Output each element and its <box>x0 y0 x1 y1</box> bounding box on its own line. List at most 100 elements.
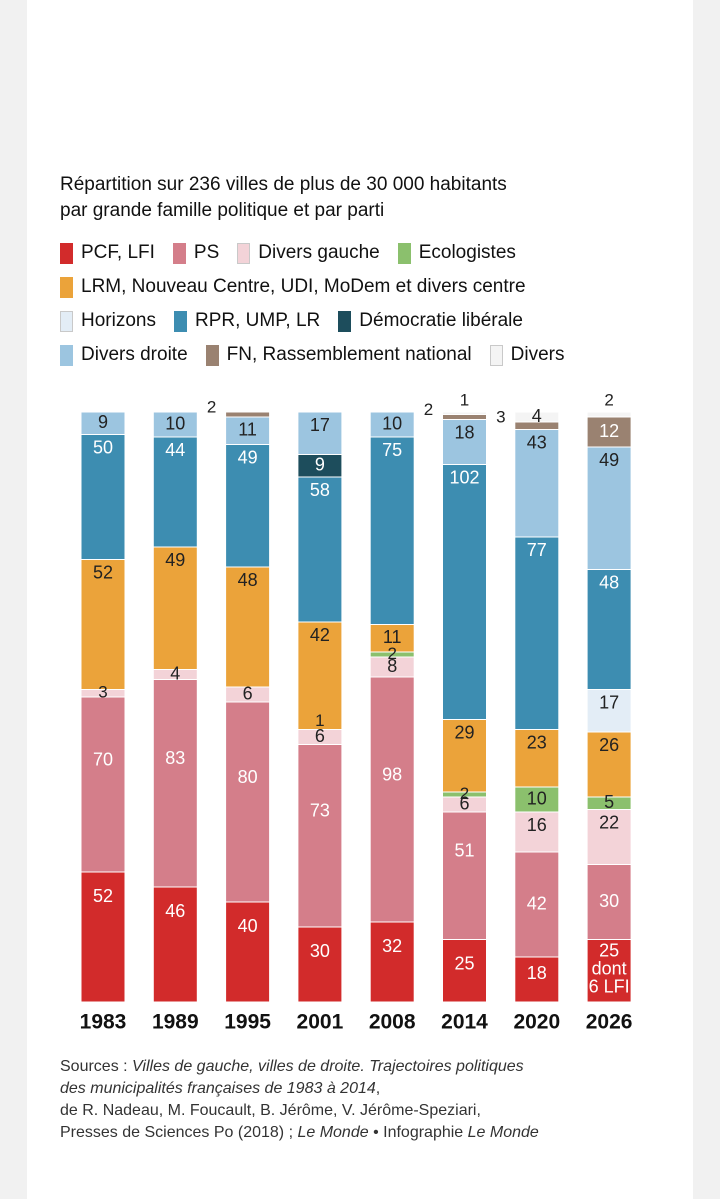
data-label: 32 <box>382 936 402 956</box>
bar-segment <box>80 434 126 560</box>
legend-item: Ecologistes <box>397 242 516 264</box>
legend-label: Horizons <box>81 310 156 331</box>
bar-segment <box>225 444 271 568</box>
data-label: 17 <box>310 415 330 435</box>
data-label: 11 <box>383 627 402 647</box>
data-label: 52 <box>93 562 113 582</box>
data-label: 44 <box>165 440 185 460</box>
legend-swatch <box>60 242 73 264</box>
bar-segment <box>297 744 343 928</box>
legend-swatch <box>205 344 219 366</box>
legend-label: Divers <box>510 344 565 365</box>
data-label: 22 <box>599 812 619 832</box>
bar-segment <box>297 926 343 1003</box>
data-label: 17 <box>599 692 619 712</box>
x-tick-label: 1989 <box>152 1011 199 1034</box>
data-label: 48 <box>599 572 619 592</box>
legend-item: Démocratie libérale <box>338 310 523 332</box>
data-label: 42 <box>527 893 547 913</box>
bar-segment <box>297 411 343 455</box>
data-label: 29 <box>454 722 474 742</box>
data-label: dont <box>592 958 627 978</box>
bar-segment <box>586 864 632 940</box>
data-label: 2 <box>387 644 396 663</box>
bar-segment <box>514 811 560 853</box>
sources-infographie: Infographie <box>383 1124 468 1141</box>
data-label: 43 <box>527 432 547 452</box>
data-label: 23 <box>527 732 547 752</box>
sources-line-1: Sources : Villes de gauche, villes de dr… <box>60 1056 670 1078</box>
data-label: 10 <box>527 788 547 808</box>
data-label: 9 <box>315 455 325 475</box>
legend-item: Divers <box>489 344 565 366</box>
bar-segment <box>152 679 198 888</box>
data-label: 3 <box>98 683 107 702</box>
infographic-card <box>27 0 693 1199</box>
data-label: 11 <box>238 420 257 440</box>
sources-book-title-1: Villes de gauche, villes de droite. Traj… <box>132 1058 524 1075</box>
data-label: 102 <box>449 467 479 487</box>
bar-segment <box>152 436 198 548</box>
chart-legend: PCF, LFI PS Divers gauche Ecologistes LRM, N… <box>60 236 680 372</box>
legend-swatch <box>397 242 411 264</box>
bar-segment <box>442 719 487 793</box>
bar-segment <box>514 536 560 730</box>
sources-prefix: Sources : <box>60 1058 133 1075</box>
bar-segment <box>152 886 198 1003</box>
x-tick-label: 2001 <box>297 1011 344 1034</box>
legend-row: LRM, Nouveau Centre, UDI, MoDem et diver… <box>60 270 680 304</box>
bar-segment <box>442 411 487 415</box>
data-label: 58 <box>310 480 330 500</box>
bar-segment <box>369 921 415 1003</box>
data-label: 16 <box>527 815 547 835</box>
legend-label: PCF, LFI <box>81 242 155 263</box>
bar-segment <box>514 411 560 423</box>
data-label: 98 <box>382 764 402 784</box>
sources-comma: , <box>375 1080 381 1097</box>
data-label: 75 <box>382 440 402 460</box>
data-label: 12 <box>599 421 619 441</box>
legend-row: Divers droite FN, Rassemblement national D… <box>60 338 680 372</box>
bar-segment <box>80 411 126 435</box>
legend-swatch <box>60 310 73 332</box>
data-label: 30 <box>310 941 330 961</box>
bar-segment <box>225 411 271 418</box>
legend-swatch <box>237 242 251 264</box>
chart-title: Répartition sur 236 villes de plus de 30… <box>60 172 660 224</box>
data-label: 6 <box>243 683 253 703</box>
sources-book-title-2: des municipalités françaises de 1983 à 2… <box>60 1080 376 1097</box>
bar-segment <box>80 559 126 690</box>
data-label: 10 <box>382 413 402 433</box>
legend-label: Ecologistes <box>418 242 516 263</box>
chart-title-line-2: par grande famille politique et par part… <box>60 200 385 221</box>
legend-item: Horizons <box>60 310 156 332</box>
data-label: 1 <box>315 711 324 730</box>
chart-title-line-1: Répartition sur 236 villes de plus de 30… <box>60 174 507 195</box>
data-label: 18 <box>454 422 474 442</box>
data-label: 2 <box>460 784 469 803</box>
legend-item: PS <box>172 242 219 264</box>
data-label: 77 <box>527 540 547 560</box>
data-label: 46 <box>165 901 185 921</box>
bar-segment <box>514 729 560 788</box>
legend-label: Démocratie libérale <box>359 310 523 331</box>
legend-swatch <box>60 276 73 298</box>
bar-segment <box>514 956 560 1003</box>
bar-segment <box>369 411 415 438</box>
data-label: 83 <box>165 748 185 768</box>
bar-segment <box>586 689 632 733</box>
bar-segment <box>80 696 126 873</box>
x-tick-label: 2008 <box>369 1011 416 1034</box>
sources-line-4: Presses de Sciences Po (2018) ; Le Monde… <box>60 1122 670 1144</box>
x-tick-label: 2020 <box>513 1011 560 1034</box>
data-label: 6 LFI <box>589 976 630 996</box>
data-label: 70 <box>93 749 113 769</box>
data-label: 26 <box>599 735 619 755</box>
data-label: 6 <box>315 726 325 746</box>
bar-segment <box>586 809 632 865</box>
data-label: 50 <box>93 437 113 457</box>
data-label: 25 <box>454 953 474 973</box>
bar-segment <box>442 464 487 720</box>
data-label: 5 <box>604 792 614 812</box>
bar-segment <box>297 476 343 623</box>
